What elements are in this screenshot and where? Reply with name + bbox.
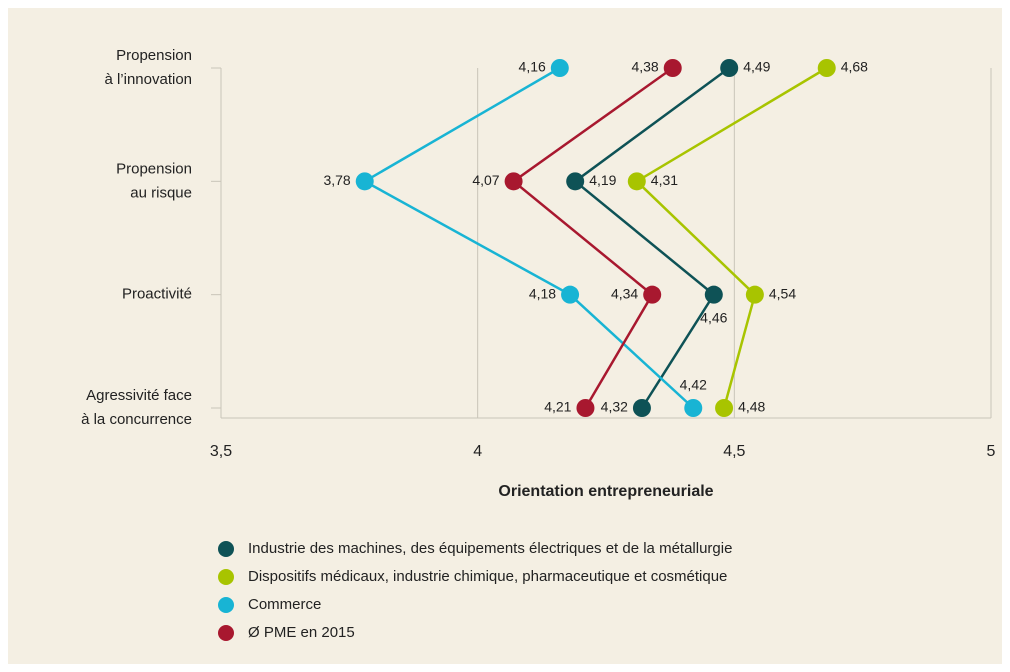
data-point <box>504 172 523 191</box>
value-label: 4,42 <box>680 377 707 393</box>
value-label: 4,32 <box>601 399 628 415</box>
x-tick-label: 4 <box>473 443 482 460</box>
data-point <box>355 172 374 191</box>
value-label: 4,07 <box>472 172 499 188</box>
series-line <box>634 66 828 409</box>
series-line <box>573 66 730 409</box>
y-tick-label: Proactivité <box>122 286 192 303</box>
data-point <box>745 285 764 304</box>
y-tick-label: à l’innovation <box>104 71 192 88</box>
data-point <box>817 59 836 77</box>
data-point <box>632 399 651 417</box>
x-tick-label: 4,5 <box>723 443 745 460</box>
legend-label: Dispositifs médicaux, industrie chimique… <box>248 568 727 585</box>
legend-swatch <box>218 597 234 613</box>
legend-swatch <box>218 569 234 585</box>
data-point <box>643 285 662 304</box>
legend-label: Commerce <box>248 596 321 613</box>
y-tick-label: Propension <box>116 47 192 64</box>
data-point <box>561 285 580 304</box>
value-label: 4,46 <box>700 309 727 325</box>
data-point <box>663 59 682 77</box>
value-label: 4,31 <box>651 172 678 188</box>
y-tick-label: Agressivité face <box>86 387 192 404</box>
x-tick-label: 5 <box>987 443 996 460</box>
value-label: 4,21 <box>544 399 571 415</box>
y-tick-label: au risque <box>130 184 192 201</box>
legend-swatch <box>218 625 234 641</box>
value-label: 4,16 <box>519 59 546 75</box>
value-label: 4,19 <box>589 172 616 188</box>
series-line <box>511 66 674 409</box>
data-point <box>704 285 723 304</box>
value-label: 4,48 <box>738 399 765 415</box>
data-point <box>550 59 569 77</box>
data-point <box>720 59 739 77</box>
data-point <box>627 172 646 191</box>
legend-swatch <box>218 541 234 557</box>
value-label: 3,78 <box>323 172 350 188</box>
series-line <box>362 66 695 409</box>
value-label: 4,54 <box>769 285 796 301</box>
value-label: 4,38 <box>631 59 658 75</box>
x-tick-label: 3,5 <box>210 443 232 460</box>
y-tick-label: Propension <box>116 160 192 177</box>
legend-label: Ø PME en 2015 <box>248 624 355 641</box>
y-tick-label: à la concurrence <box>81 411 192 428</box>
value-label: 4,49 <box>743 59 770 75</box>
value-label: 4,34 <box>611 285 638 301</box>
value-label: 4,18 <box>529 285 556 301</box>
data-point <box>566 172 585 191</box>
legend-label: Industrie des machines, des équipements … <box>248 540 732 557</box>
background <box>8 8 1002 664</box>
data-point <box>576 399 595 417</box>
data-point <box>715 399 734 417</box>
x-axis-label: Orientation entrepreneuriale <box>498 483 713 500</box>
value-label: 4,68 <box>841 59 868 75</box>
data-point <box>684 399 703 417</box>
